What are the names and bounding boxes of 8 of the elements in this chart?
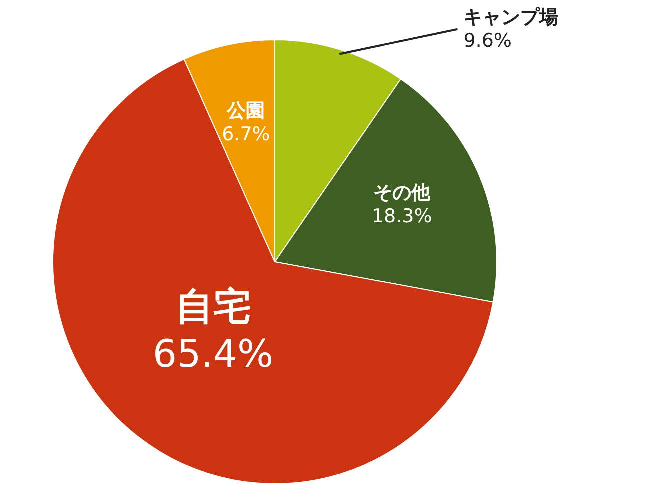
data-label: 65.4% xyxy=(152,332,274,376)
slice-label: その他 xyxy=(374,182,432,204)
data-label: 9.6% xyxy=(464,30,512,52)
slice-label: 自宅 xyxy=(175,284,252,329)
slice-label: キャンプ場 xyxy=(464,6,559,28)
data-label: 18.3% xyxy=(372,206,432,228)
slice-label: 公園 xyxy=(226,100,266,122)
data-label: 6.7% xyxy=(222,124,270,146)
